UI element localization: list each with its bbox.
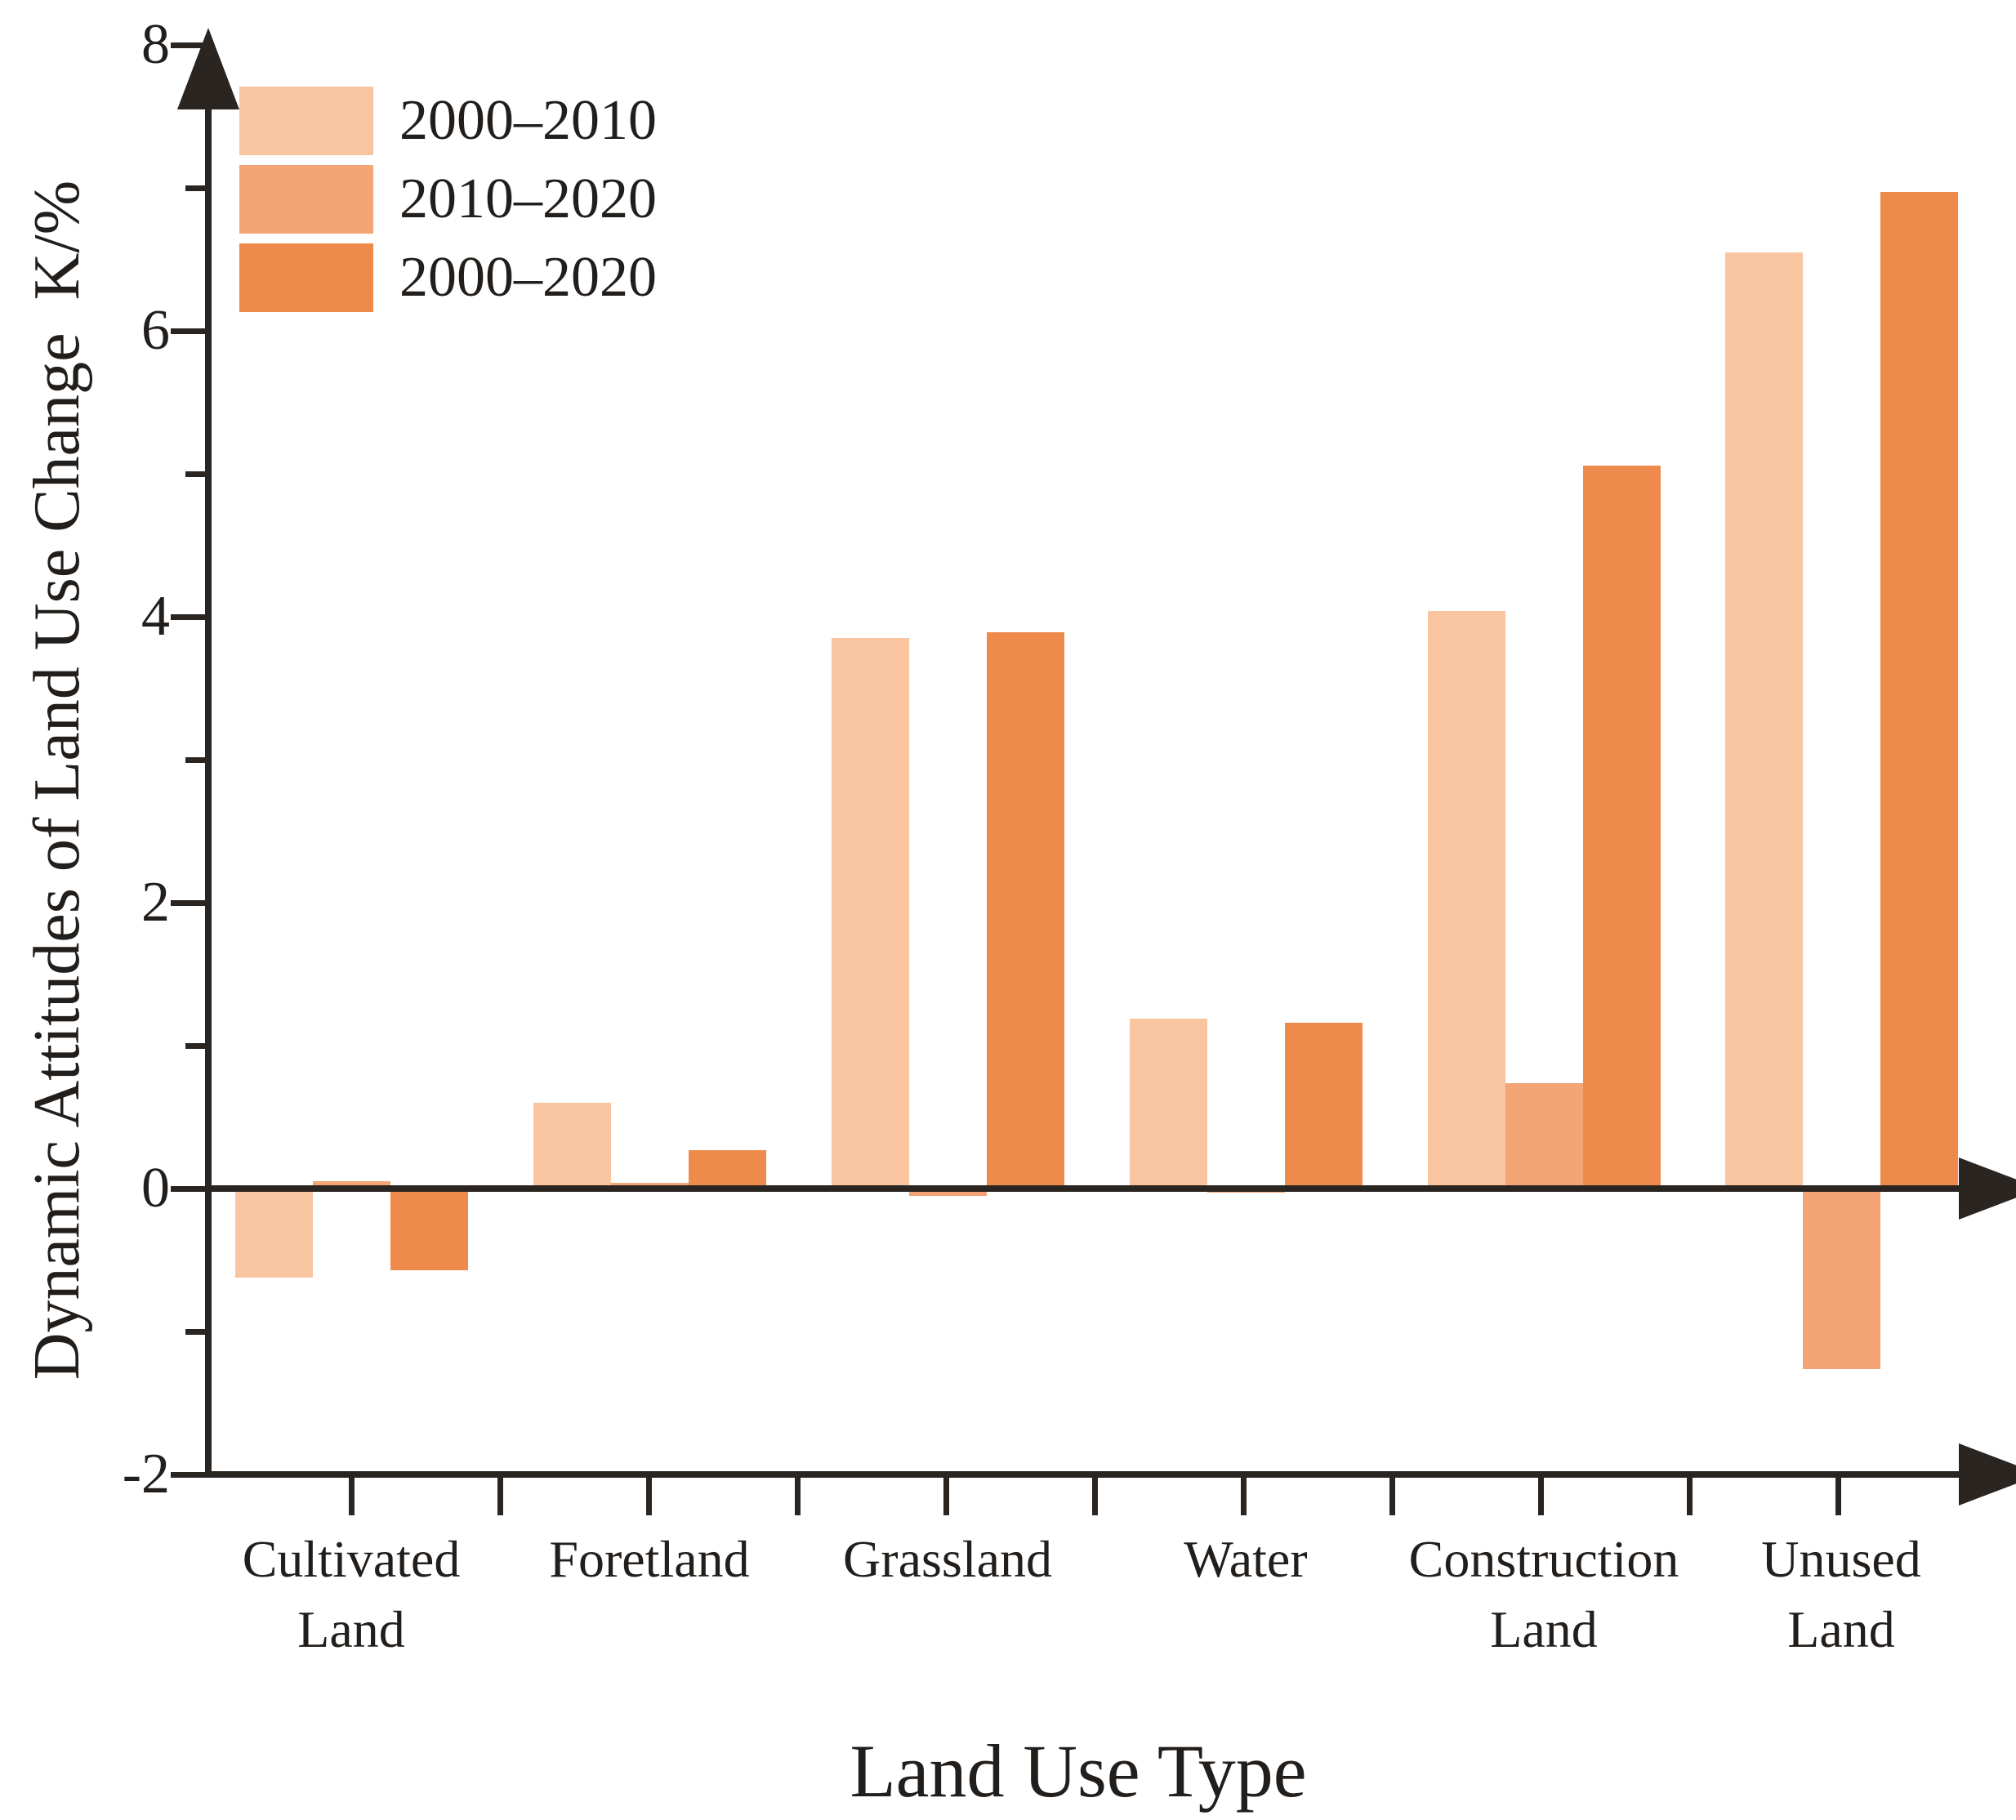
y-minor-tick [185,756,208,763]
bar-2000-2020-5 [1880,192,1958,1189]
x-axis-tick [645,1478,652,1515]
y-minor-tick [185,1042,208,1049]
x-axis-tick [497,1478,503,1515]
x-axis-tick [1835,1478,1841,1515]
y-axis-title: Dynamic Attitudes of Land Use Change K/% [21,180,93,1381]
legend-swatch-icon [239,87,373,155]
bar-2000-2020-4 [1582,465,1661,1189]
category-label: Unused Land [1761,1530,1921,1658]
legend-item: 2000–2010 [239,82,657,160]
bar-2010-2020-2 [908,1189,987,1196]
category-label: Water [1184,1530,1308,1588]
y-tick-label: 0 [141,1157,170,1220]
category-label: Foretland [549,1530,750,1588]
y-tick-label: -2 [122,1443,170,1506]
y-major-tick [171,1471,208,1478]
y-tick-label: 6 [141,299,170,362]
x-axis-tick [1537,1478,1544,1515]
bar-2000-2020-1 [688,1149,766,1189]
legend-item: 2000–2020 [239,239,657,317]
y-major-tick [171,42,208,48]
y-major-tick [171,613,208,620]
bar-2000-2010-3 [1129,1018,1207,1189]
x-axis-tick [794,1478,801,1515]
y-minor-tick [185,1328,208,1335]
x-axis-title: Land Use Type [850,1729,1307,1813]
bar-2010-2020-0 [312,1181,390,1189]
bar-2010-2020-4 [1505,1082,1583,1189]
y-tick-label: 8 [141,13,170,76]
category-label: Construction Land [1408,1530,1679,1658]
legend-swatch-icon [239,243,373,312]
y-major-tick [171,328,208,334]
bar-2000-2020-3 [1284,1023,1363,1189]
y-minor-tick [185,471,208,477]
x-axis-arrow-icon [1959,1443,2016,1506]
y-major-tick [171,899,208,906]
zero-baseline [205,1185,1959,1192]
legend-item: 2010–2020 [239,160,657,239]
y-tick-label: 2 [141,871,170,934]
bar-2000-2010-0 [234,1189,313,1278]
y-axis-line [205,78,212,1478]
y-axis-arrow-icon [177,28,239,109]
legend-label: 2010–2020 [399,167,657,230]
category-label: Cultivated Land [242,1530,461,1658]
y-tick-label: 4 [141,585,170,648]
bar-2010-2020-5 [1802,1189,1880,1369]
x-axis-tick [1686,1478,1693,1515]
bar-2000-2010-5 [1724,252,1803,1189]
legend-label: 2000–2020 [399,246,657,309]
zero-baseline-arrow-icon [1959,1158,2016,1220]
category-label: Grassland [843,1530,1052,1588]
x-axis-line [205,1471,1959,1478]
legend-swatch-icon [239,165,373,234]
bar-2000-2010-2 [831,638,909,1189]
bar-2000-2010-1 [533,1103,611,1189]
legend: 2000–2010 2010–2020 2000–2020 [239,82,657,317]
x-axis-tick [1240,1478,1247,1515]
x-axis-tick [348,1478,355,1515]
x-axis-tick [1389,1478,1395,1515]
bar-2000-2020-0 [390,1189,468,1270]
bar-2000-2010-4 [1427,611,1505,1189]
legend-label: 2000–2010 [399,89,657,152]
x-axis-tick [1091,1478,1098,1515]
x-axis-tick [943,1478,949,1515]
y-minor-tick [185,185,208,191]
y-major-tick [171,1185,208,1192]
bar-2000-2020-2 [986,632,1064,1189]
